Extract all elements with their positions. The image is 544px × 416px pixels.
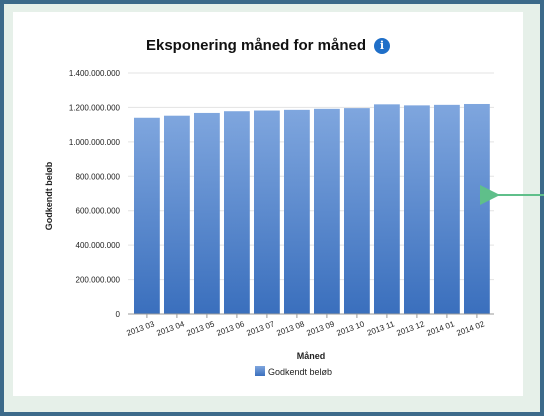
x-axis-label: Måned (297, 351, 326, 361)
x-tick-label: 2014 02 (455, 319, 486, 338)
legend-label: Godkendt beløb (268, 367, 332, 377)
legend[interactable]: Godkendt beløb (255, 366, 332, 377)
bar[interactable] (284, 109, 310, 315)
x-tick-label: 2013 09 (305, 319, 336, 338)
y-tick-label: 1.400.000.000 (69, 69, 121, 78)
x-tick-label: 2013 05 (185, 319, 216, 338)
x-tick-label: 2013 11 (366, 319, 396, 337)
y-tick-label: 400.000.000 (76, 241, 121, 250)
bar[interactable] (374, 104, 400, 314)
bar[interactable] (164, 115, 190, 314)
x-tick-label: 2013 08 (275, 319, 306, 338)
bar[interactable] (254, 110, 280, 314)
bar[interactable] (344, 108, 370, 314)
y-tick-label: 1.200.000.000 (69, 103, 121, 112)
y-tick-label: 0 (116, 310, 121, 319)
x-tick-label: 2013 12 (395, 319, 426, 338)
legend-swatch (255, 366, 265, 376)
y-tick-label: 1.000.000.000 (69, 138, 121, 147)
chart-title: Eksponering måned for måned (145, 37, 367, 54)
bar[interactable] (464, 103, 490, 314)
info-icon[interactable]: i (374, 37, 391, 54)
y-tick-label: 800.000.000 (76, 172, 121, 181)
chart-title-row: Eksponering måned for måned i (0, 37, 536, 54)
y-axis-label: Godkendt beløb (44, 161, 54, 230)
bar[interactable] (194, 112, 220, 315)
x-tick-label: 2013 10 (335, 319, 366, 338)
bar[interactable] (404, 105, 430, 314)
x-tick-label: 2013 06 (215, 319, 246, 338)
x-tick-label: 2013 07 (245, 319, 276, 338)
y-tick-label: 600.000.000 (76, 207, 121, 216)
bar[interactable] (134, 117, 160, 314)
x-tick-label: 2013 03 (125, 319, 156, 338)
bar[interactable] (224, 111, 250, 314)
bar[interactable] (314, 108, 340, 314)
bar[interactable] (434, 104, 460, 314)
y-tick-label: 200.000.000 (76, 276, 121, 285)
x-tick-label: 2014 01 (425, 319, 456, 338)
x-tick-label: 2013 04 (155, 319, 186, 338)
